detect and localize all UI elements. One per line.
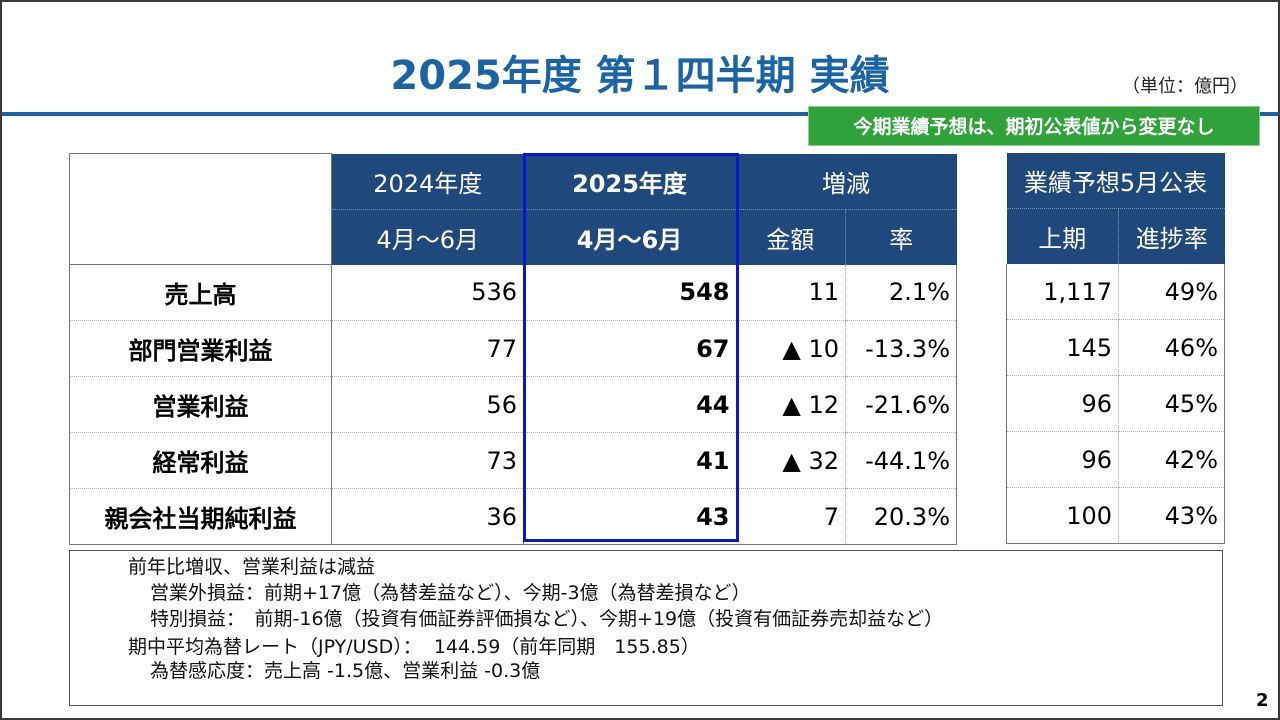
note-extraordinary: 特別損益： 前期-16億（投資有価証券評価損など）、今期+19億（投資有価証券売… <box>150 608 944 630</box>
change-rate: -44.1% <box>845 432 957 489</box>
header-forecast: 業績予想5月公表 <box>1006 153 1225 209</box>
forecast-table: 業績予想5月公表 上期 進捗率 1,117 49% 145 46% 96 45%… <box>1006 153 1225 544</box>
note-summary: 前年比増収、営業利益は減益 <box>128 556 376 578</box>
first-half-value: 145 <box>1006 319 1119 376</box>
header-corner <box>69 153 332 265</box>
header-prev-year: 2024年度 <box>331 153 524 210</box>
change-rate: -13.3% <box>845 320 957 377</box>
prev-value: 36 <box>331 488 524 545</box>
row-label: 親会社当期純利益 <box>69 488 332 545</box>
progress-value: 45% <box>1118 375 1225 432</box>
current-year-highlight <box>523 153 739 542</box>
page-number: 2 <box>1256 690 1269 711</box>
table-row: 経常利益 73 41 ▲ 32 -44.1% <box>69 432 957 489</box>
header-change-amount: 金額 <box>735 209 846 265</box>
note-fx-sensitivity: 為替感応度：売上高 -1.5億、営業利益 -0.3億 <box>150 660 541 682</box>
table-row: 96 45% <box>1006 375 1225 432</box>
first-half-value: 1,117 <box>1006 264 1119 320</box>
row-label: 部門営業利益 <box>69 320 332 377</box>
table-row: 親会社当期純利益 36 43 7 20.3% <box>69 488 957 545</box>
table-row: 売上高 536 548 11 2.1% <box>69 264 957 321</box>
table-row: 100 43% <box>1006 487 1225 544</box>
change-amount: ▲ 12 <box>735 376 846 433</box>
cur-value: 548 <box>523 264 736 321</box>
cur-value: 43 <box>523 488 736 545</box>
header-first-half: 上期 <box>1006 208 1119 264</box>
header-change-rate: 率 <box>845 209 957 265</box>
change-rate: 2.1% <box>845 264 957 321</box>
note-non-operating: 営業外損益：前期+17億（為替差益など）、今期-3億（為替差損など） <box>150 582 751 604</box>
progress-value: 49% <box>1118 264 1225 320</box>
header-cur-period: 4月～6月 <box>523 209 736 265</box>
first-half-value: 100 <box>1006 487 1119 544</box>
row-label: 営業利益 <box>69 376 332 433</box>
row-label: 経常利益 <box>69 432 332 489</box>
row-label: 売上高 <box>69 264 332 321</box>
first-half-value: 96 <box>1006 375 1119 432</box>
notes-box: 前年比増収、営業利益は減益 営業外損益：前期+17億（為替差益など）、今期-3億… <box>69 550 1223 706</box>
table-row: 部門営業利益 77 67 ▲ 10 -13.3% <box>69 320 957 377</box>
header-cur-year: 2025年度 <box>523 153 736 210</box>
cur-value: 67 <box>523 320 736 377</box>
unit-label: （単位：億円） <box>1122 76 1248 97</box>
title-rule <box>2 112 1278 116</box>
prev-value: 56 <box>331 376 524 433</box>
first-half-value: 96 <box>1006 431 1119 488</box>
table-row: 145 46% <box>1006 319 1225 376</box>
slide-title: 2025年度 第１四半期 実績 <box>390 53 890 99</box>
prev-value: 77 <box>331 320 524 377</box>
header-progress: 進捗率 <box>1118 208 1225 264</box>
change-rate: 20.3% <box>845 488 957 545</box>
change-rate: -21.6% <box>845 376 957 433</box>
progress-value: 42% <box>1118 431 1225 488</box>
table-row: 96 42% <box>1006 431 1225 488</box>
progress-value: 46% <box>1118 319 1225 376</box>
cur-value: 44 <box>523 376 736 433</box>
change-amount: 11 <box>735 264 846 321</box>
results-table: 2024年度 2025年度 増減 4月～6月 4月～6月 金額 率 売上高 53… <box>69 153 957 545</box>
prev-value: 536 <box>331 264 524 321</box>
header-prev-period: 4月～6月 <box>331 209 524 265</box>
forecast-unchanged-banner: 今期業績予想は、期初公表値から変更なし <box>808 106 1260 146</box>
header-change: 増減 <box>735 153 957 210</box>
table-row: 1,117 49% <box>1006 264 1225 320</box>
change-amount: ▲ 32 <box>735 432 846 489</box>
change-amount: ▲ 10 <box>735 320 846 377</box>
note-fx-rate: 期中平均為替レート（JPY/USD）： 144.59（前年同期 155.85） <box>128 636 700 658</box>
table-row: 営業利益 56 44 ▲ 12 -21.6% <box>69 376 957 433</box>
cur-value: 41 <box>523 432 736 489</box>
prev-value: 73 <box>331 432 524 489</box>
change-amount: 7 <box>735 488 846 545</box>
progress-value: 43% <box>1118 487 1225 544</box>
